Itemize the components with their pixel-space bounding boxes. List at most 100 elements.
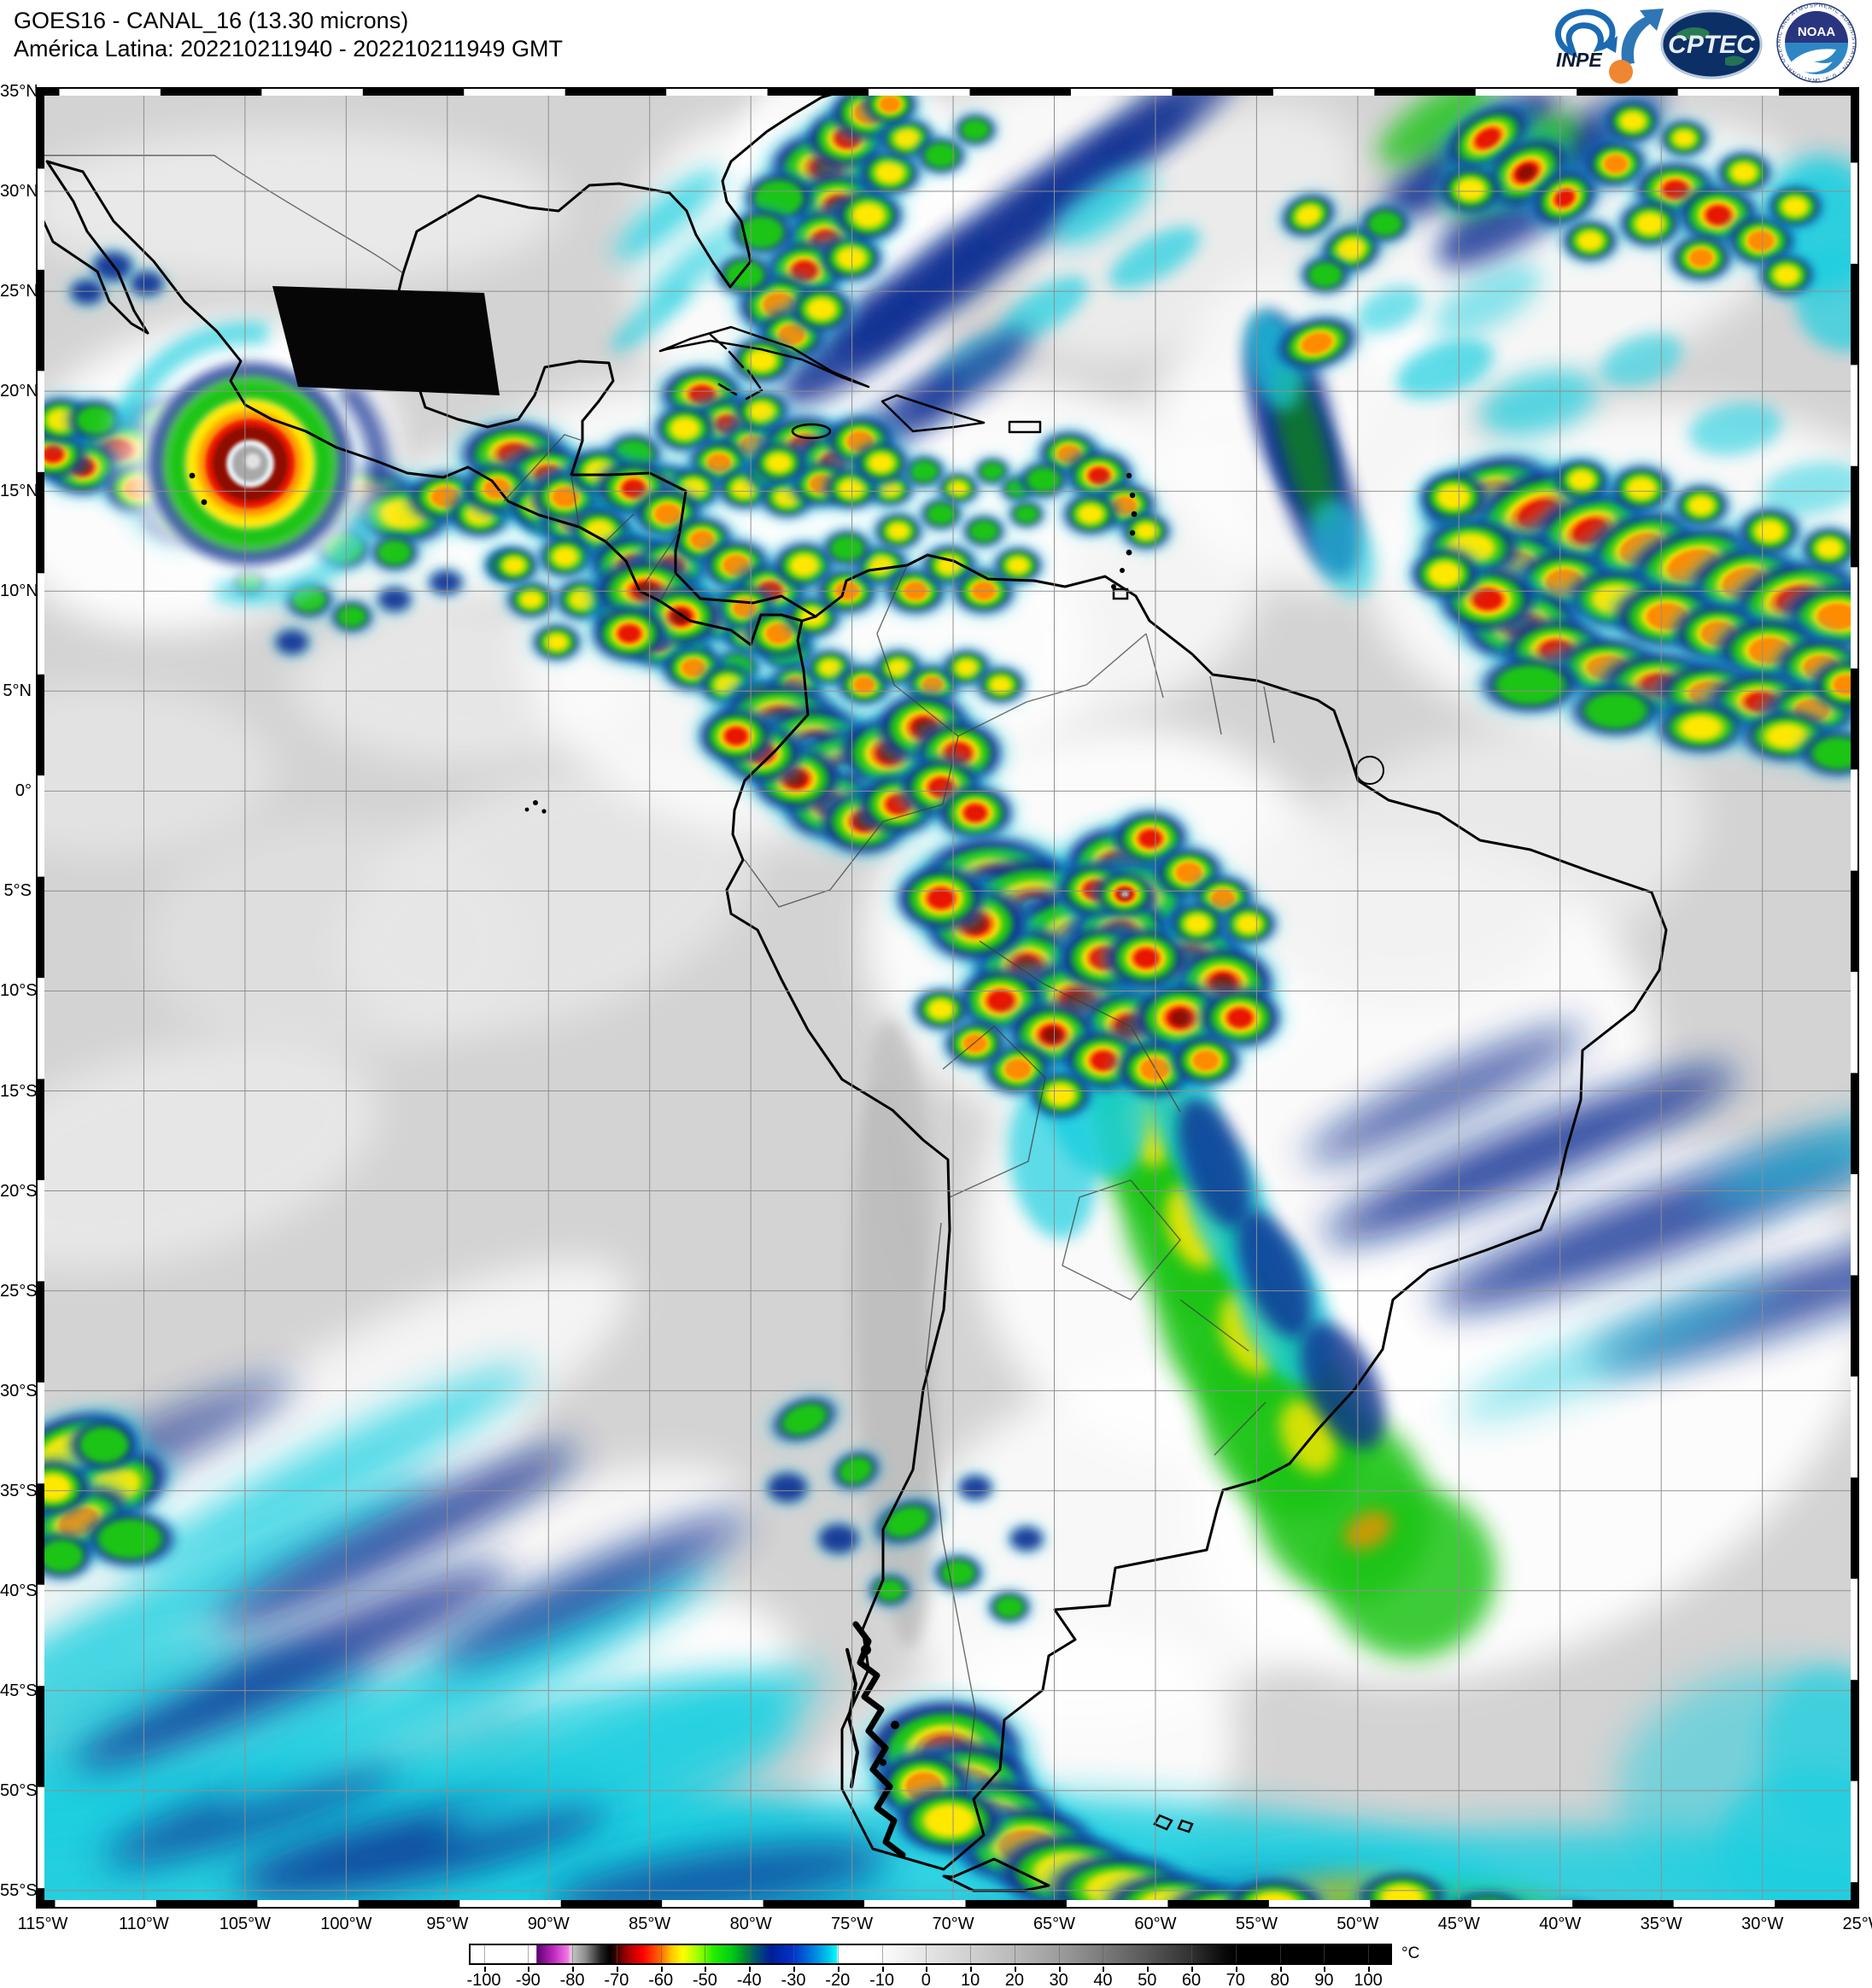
colorbar-tick	[793, 1967, 795, 1972]
lat-label: 20°S	[0, 1181, 38, 1201]
lat-label: 0°	[15, 781, 32, 801]
colorbar-tick	[572, 1967, 575, 1972]
colorbar-unit: °C	[1401, 1944, 1420, 1962]
lon-label: 55°W	[1235, 1915, 1278, 1933]
coast-hispaniola	[880, 394, 986, 433]
lon-label: 110°W	[119, 1915, 169, 1933]
lat-label: 35°N	[0, 82, 38, 101]
lat-label: 55°S	[0, 1880, 38, 1900]
lon-label: 115°W	[17, 1915, 68, 1933]
colorbar-tick-label: 80	[1270, 1971, 1290, 1988]
lon-label: 90°W	[527, 1915, 570, 1933]
coast-puerto-rico	[1008, 420, 1042, 434]
island-marajo	[1355, 756, 1384, 785]
colorbar-tick	[1190, 1967, 1193, 1972]
colorbar-tick-label: 70	[1226, 1971, 1245, 1988]
map-frame	[36, 87, 1859, 1909]
colorbar-tick	[1324, 1967, 1326, 1972]
coast-fjords-outer	[845, 1648, 859, 1788]
colorbar-tick	[1235, 1967, 1237, 1972]
colorbar-tick	[1058, 1967, 1061, 1972]
colorbar-tick	[749, 1967, 752, 1972]
small-islands-layer	[189, 472, 1194, 1833]
missing-data-block	[272, 286, 500, 395]
coast-cuba	[658, 325, 870, 389]
colorbar-tick	[1279, 1967, 1282, 1972]
colorbar-tick	[837, 1967, 839, 1972]
svg-text:INPE: INPE	[1556, 49, 1602, 71]
border-layer	[36, 155, 1275, 1796]
lat-label: 5°S	[3, 881, 32, 901]
lat-label: 15°S	[0, 1081, 38, 1101]
colorbar-tick-label: -100	[466, 1971, 501, 1988]
product-title: GOES16 - CANAL_16 (13.30 microns)	[14, 8, 409, 33]
colorbar-tick	[1014, 1967, 1016, 1972]
coast-fjords-chile	[852, 1621, 906, 1858]
lon-label: 105°W	[219, 1915, 272, 1933]
colorbar-tick	[616, 1967, 618, 1972]
colorbar-tick	[970, 1967, 973, 1972]
svg-text:CPTEC: CPTEC	[1668, 31, 1756, 59]
lon-label: 60°W	[1134, 1915, 1177, 1933]
colorbar-gradient	[471, 1945, 1390, 1963]
colorbar-tick-label: 0	[921, 1971, 931, 1988]
colorbar-tick-label: -70	[604, 1971, 629, 1988]
colorbar-tick	[1368, 1967, 1371, 1972]
lon-label: 100°W	[320, 1915, 372, 1933]
lon-label: 45°W	[1437, 1915, 1480, 1933]
satellite-map	[0, 56, 1872, 1988]
coast-north-and-south-america	[27, 134, 1668, 1871]
lon-label: 50°W	[1337, 1915, 1379, 1933]
colorbar-tick	[483, 1967, 486, 1972]
lat-label: 45°S	[0, 1681, 38, 1700]
lat-label: 30°S	[0, 1381, 38, 1400]
colorbar-tick-label: 90	[1314, 1971, 1334, 1988]
colorbar-tick-label: -60	[648, 1971, 674, 1988]
lat-label: 5°N	[3, 681, 32, 701]
grid-layer	[36, 87, 1859, 1909]
colorbar-tick-label: -40	[736, 1971, 762, 1988]
colorbar-tick-label: 50	[1138, 1971, 1157, 1988]
lon-label: 40°W	[1539, 1915, 1582, 1933]
coast-jamaica	[791, 423, 832, 440]
lat-label: 30°N	[0, 182, 38, 202]
lon-label: 30°W	[1741, 1915, 1784, 1933]
lon-label: 80°W	[729, 1915, 772, 1933]
colorbar-tick-label: -10	[869, 1971, 894, 1988]
temperature-colorbar	[469, 1944, 1392, 1965]
lon-label: 85°W	[629, 1915, 671, 1933]
logo-strip: INPE CPTEC NATIONAL OCEANIC AND ATMOSPHE…	[1519, 0, 1863, 84]
lon-label: 95°W	[426, 1915, 469, 1933]
lat-label: 15°N	[0, 482, 38, 501]
lat-label: 40°S	[0, 1581, 38, 1600]
colorbar-tick-label: 10	[960, 1971, 980, 1988]
lon-label: 25°W	[1842, 1915, 1872, 1933]
lon-label: 70°W	[932, 1915, 974, 1933]
colorbar-tick-label: 20	[1004, 1971, 1024, 1988]
cloud-layer	[0, 64, 1872, 1988]
lon-label: 75°W	[831, 1915, 874, 1933]
colorbar-tick	[926, 1967, 928, 1972]
cptec-logo: CPTEC	[1660, 9, 1763, 79]
inpe-logo: INPE	[1555, 9, 1664, 84]
colorbar-tick	[881, 1967, 884, 1972]
colorbar-tick	[705, 1967, 707, 1972]
lat-label: 25°N	[0, 282, 38, 301]
product-subtitle: América Latina: 202210211940 - 202210211…	[14, 36, 563, 61]
colorbar-tick-label: 40	[1093, 1971, 1113, 1988]
colorbar-tick-label: 30	[1049, 1971, 1068, 1988]
colorbar-tick-label: 60	[1181, 1971, 1202, 1988]
colorbar-tick	[660, 1967, 663, 1972]
coast-us-gulf-atlantic	[401, 82, 851, 289]
lon-label: 65°W	[1033, 1915, 1076, 1933]
lat-label: 35°S	[0, 1481, 38, 1500]
lat-label: 20°N	[0, 382, 38, 401]
colorbar-tick-label: -50	[692, 1971, 717, 1988]
colorbar-tick	[1147, 1967, 1150, 1972]
colorbar-tick-label: -20	[825, 1971, 851, 1988]
colorbar-tick-label: -80	[559, 1971, 585, 1988]
lat-label: 25°S	[0, 1281, 38, 1301]
colorbar-tick-label: 100	[1354, 1971, 1383, 1988]
colorbar-tick	[1103, 1967, 1105, 1972]
